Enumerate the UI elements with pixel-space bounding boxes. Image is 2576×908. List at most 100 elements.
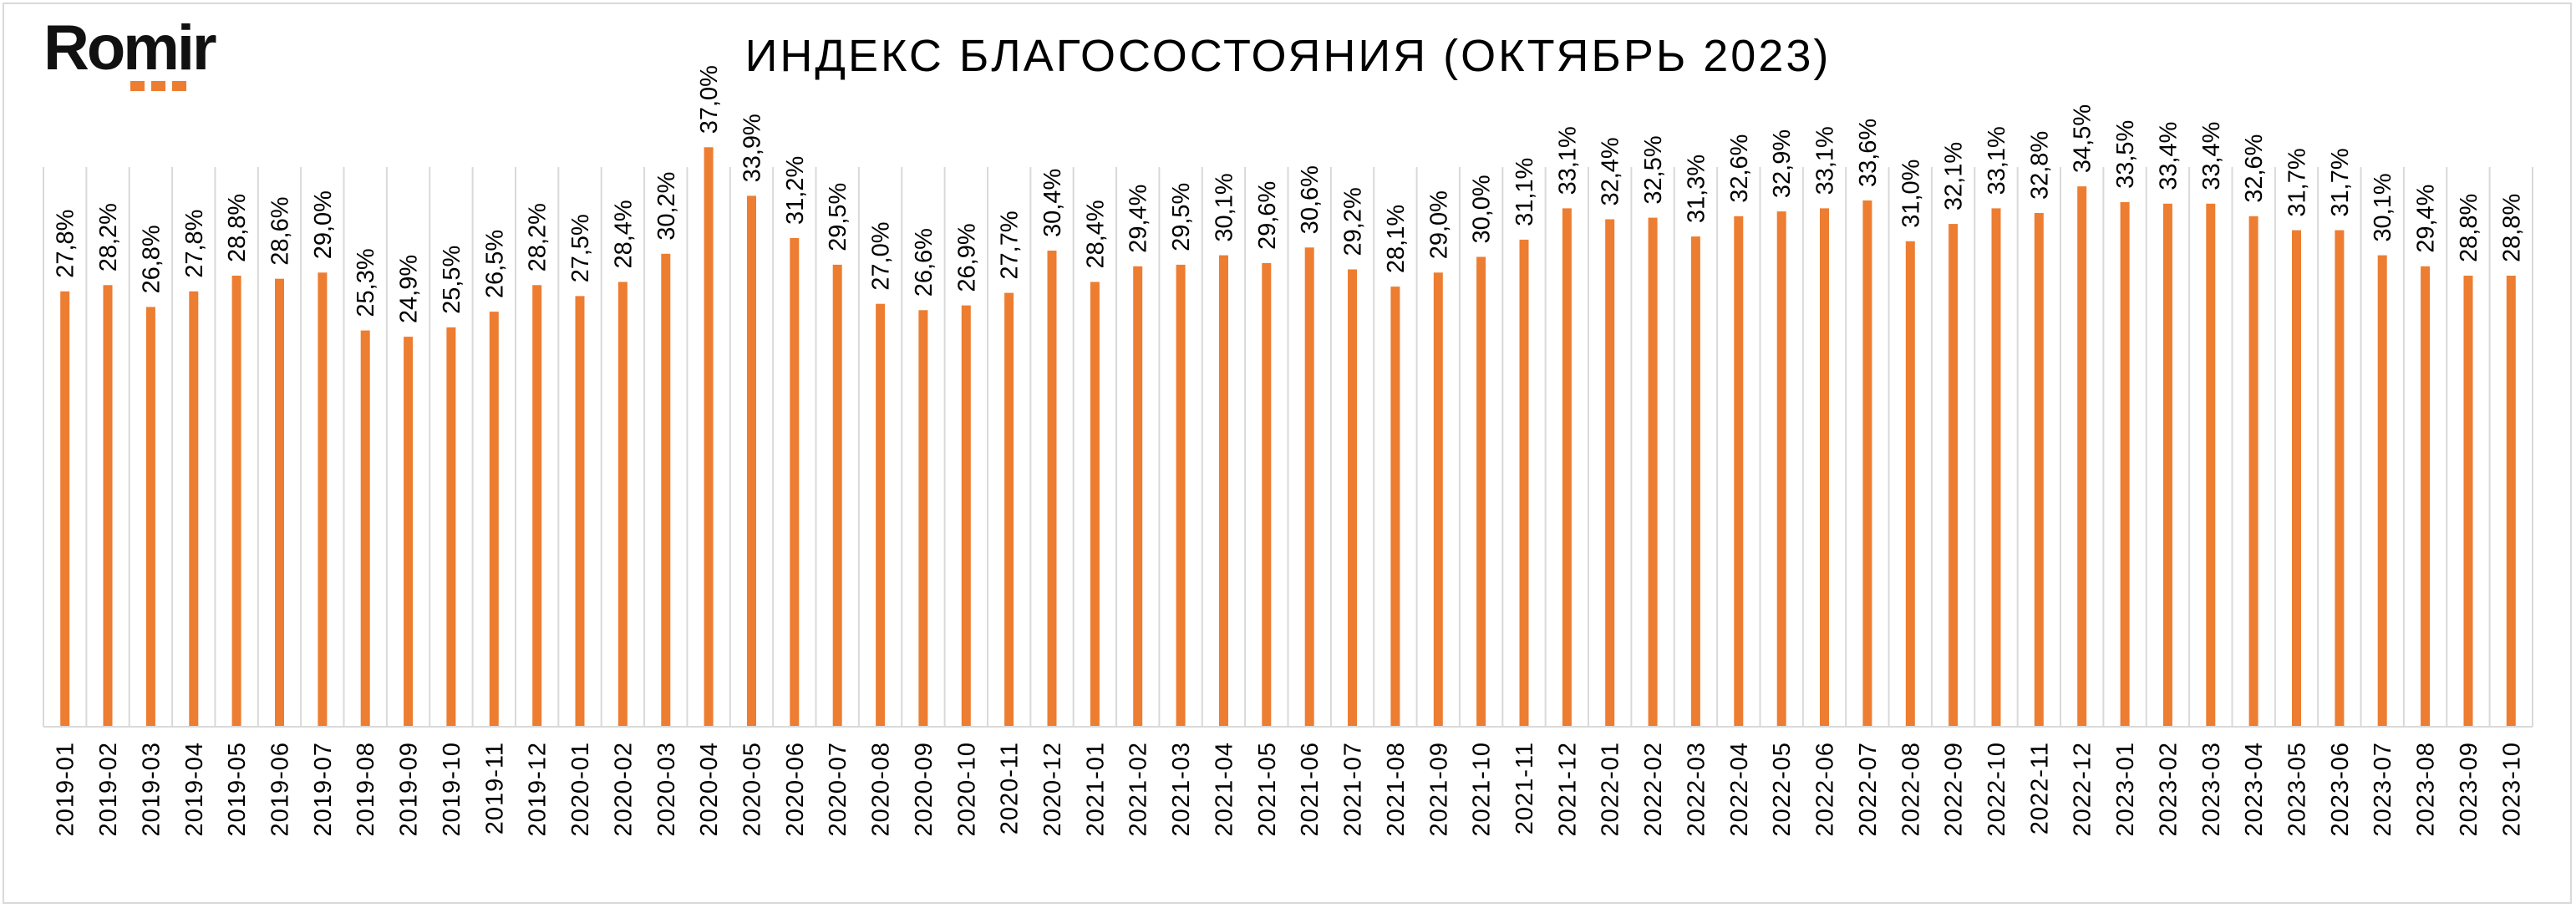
bar-2023-02 bbox=[2162, 203, 2172, 728]
value-label: 28,6% bbox=[267, 196, 294, 265]
value-label: 27,0% bbox=[868, 221, 895, 290]
value-label: 29,4% bbox=[2413, 185, 2440, 253]
x-tick-label: 2022-03 bbox=[1683, 742, 1710, 836]
value-label: 28,2% bbox=[95, 203, 122, 271]
x-tick-label: 2021-06 bbox=[1297, 742, 1324, 836]
bar-2019-10 bbox=[446, 327, 456, 727]
bar-2020-08 bbox=[876, 303, 886, 727]
chart-title: ИНДЕКС БЛАГОСОСТОЯНИЯ (ОКТЯБРЬ 2023) bbox=[744, 31, 1832, 81]
bar-2023-05 bbox=[2292, 230, 2301, 728]
bar-2021-06 bbox=[1304, 247, 1314, 728]
x-tick-label: 2023-04 bbox=[2241, 742, 2268, 836]
value-label: 26,6% bbox=[911, 228, 937, 297]
bar-2021-12 bbox=[1562, 208, 1572, 727]
bar-2019-06 bbox=[275, 278, 284, 727]
x-tick-label: 2022-12 bbox=[2070, 742, 2096, 836]
value-label: 30,0% bbox=[1469, 175, 1496, 243]
x-tick-label: 2021-02 bbox=[1125, 742, 1152, 836]
x-tick-label: 2022-10 bbox=[1984, 742, 2010, 836]
value-label: 27,8% bbox=[53, 210, 79, 278]
value-label: 29,5% bbox=[825, 183, 851, 251]
bar-2022-10 bbox=[1991, 208, 2001, 727]
bar-2021-04 bbox=[1219, 255, 1228, 728]
value-label: 33,1% bbox=[1812, 126, 1839, 195]
x-tick-label: 2020-11 bbox=[997, 742, 1024, 834]
logo-dots-icon bbox=[130, 80, 193, 95]
value-label: 30,6% bbox=[1297, 165, 1324, 234]
bar-2023-07 bbox=[2377, 255, 2387, 728]
value-label: 32,6% bbox=[2241, 134, 2268, 203]
value-label: 30,1% bbox=[1212, 173, 1238, 241]
bar-2020-02 bbox=[617, 282, 627, 727]
x-tick-label: 2021-10 bbox=[1469, 742, 1496, 836]
value-label: 32,1% bbox=[1941, 142, 1968, 211]
x-tick-label: 2023-03 bbox=[2198, 742, 2225, 836]
value-label: 26,8% bbox=[138, 225, 165, 293]
value-label: 28,4% bbox=[610, 200, 637, 268]
x-tick-label: 2020-08 bbox=[868, 742, 895, 836]
x-tick-label: 2019-09 bbox=[396, 742, 423, 836]
bar-2021-05 bbox=[1262, 263, 1272, 727]
value-label: 29,0% bbox=[310, 190, 337, 259]
bar-2019-12 bbox=[532, 285, 542, 728]
value-label: 28,4% bbox=[1082, 200, 1109, 268]
bar-2022-09 bbox=[1949, 224, 1959, 728]
bar-2020-07 bbox=[832, 264, 842, 727]
x-tick-label: 2019-04 bbox=[181, 742, 208, 836]
bar-2021-11 bbox=[1519, 239, 1529, 727]
value-label: 31,7% bbox=[2327, 148, 2354, 216]
bar-2022-08 bbox=[1905, 241, 1915, 728]
bar-2021-08 bbox=[1390, 287, 1400, 728]
value-label: 29,0% bbox=[1425, 190, 1452, 259]
value-label: 27,7% bbox=[997, 211, 1024, 279]
x-tick-label: 2023-07 bbox=[2370, 742, 2396, 836]
x-tick-label: 2022-08 bbox=[1898, 742, 1924, 836]
bar-2022-03 bbox=[1690, 236, 1700, 728]
x-tick-label: 2022-06 bbox=[1812, 742, 1839, 836]
x-tick-label: 2020-07 bbox=[825, 742, 851, 836]
bar-2019-03 bbox=[145, 307, 155, 727]
x-tick-label: 2021-12 bbox=[1554, 742, 1581, 836]
value-label: 30,4% bbox=[1039, 169, 1066, 237]
bar-2022-12 bbox=[2077, 186, 2087, 728]
bar-2023-03 bbox=[2206, 203, 2216, 728]
bar-2019-07 bbox=[318, 272, 328, 728]
value-label: 30,1% bbox=[2370, 173, 2396, 241]
value-labels: 27,8% 28,2% 26,8% 27,8% 28,8% 28,6% 29,0% 25,3%… bbox=[53, 65, 2526, 323]
value-label: 27,5% bbox=[567, 214, 594, 282]
x-tick-label: 2021-07 bbox=[1340, 742, 1367, 836]
bars bbox=[60, 147, 2516, 728]
value-label: 28,8% bbox=[2498, 194, 2525, 262]
x-tick-label: 2021-04 bbox=[1212, 742, 1238, 836]
x-tick-label: 2023-06 bbox=[2327, 742, 2354, 836]
x-tick-label: 2019-07 bbox=[310, 742, 337, 836]
value-label: 26,5% bbox=[481, 230, 508, 298]
x-tick-label: 2019-06 bbox=[267, 742, 294, 836]
bar-2021-01 bbox=[1090, 282, 1100, 727]
bar-2019-08 bbox=[360, 330, 370, 727]
bar-2022-11 bbox=[2034, 213, 2044, 727]
bar-2023-08 bbox=[2421, 266, 2431, 728]
bar-2022-06 bbox=[1820, 208, 1829, 727]
value-label: 25,3% bbox=[353, 248, 379, 317]
x-tick-label: 2019-05 bbox=[224, 742, 251, 836]
x-tick-label: 2020-09 bbox=[911, 742, 937, 836]
x-tick-label: 2019-03 bbox=[138, 742, 165, 836]
x-tick-label: 2023-01 bbox=[2112, 742, 2139, 836]
x-tick-label: 2019-12 bbox=[525, 742, 551, 836]
value-label: 24,9% bbox=[396, 255, 423, 323]
x-tick-label: 2020-01 bbox=[567, 742, 594, 836]
x-axis-labels: 2019-01 2019-02 2019-03 2019-04 2019-05 2019-… bbox=[53, 742, 2526, 836]
bar-2022-02 bbox=[1648, 217, 1658, 728]
value-label: 28,1% bbox=[1383, 205, 1410, 273]
bar-2019-01 bbox=[60, 291, 70, 728]
x-tick-label: 2019-01 bbox=[53, 742, 79, 836]
bar-2023-01 bbox=[2120, 201, 2130, 727]
value-label: 25,5% bbox=[439, 246, 465, 314]
bar-2020-03 bbox=[661, 253, 671, 728]
x-tick-label: 2021-03 bbox=[1168, 742, 1195, 836]
x-tick-label: 2020-03 bbox=[653, 742, 680, 836]
x-tick-label: 2020-05 bbox=[739, 742, 766, 836]
x-tick-label: 2022-11 bbox=[2026, 742, 2053, 834]
bar-2021-07 bbox=[1348, 269, 1357, 727]
